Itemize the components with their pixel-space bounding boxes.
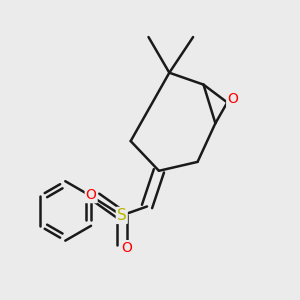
Text: S: S <box>117 208 127 223</box>
Text: O: O <box>86 188 97 202</box>
Text: O: O <box>227 92 238 106</box>
Text: O: O <box>122 241 133 255</box>
